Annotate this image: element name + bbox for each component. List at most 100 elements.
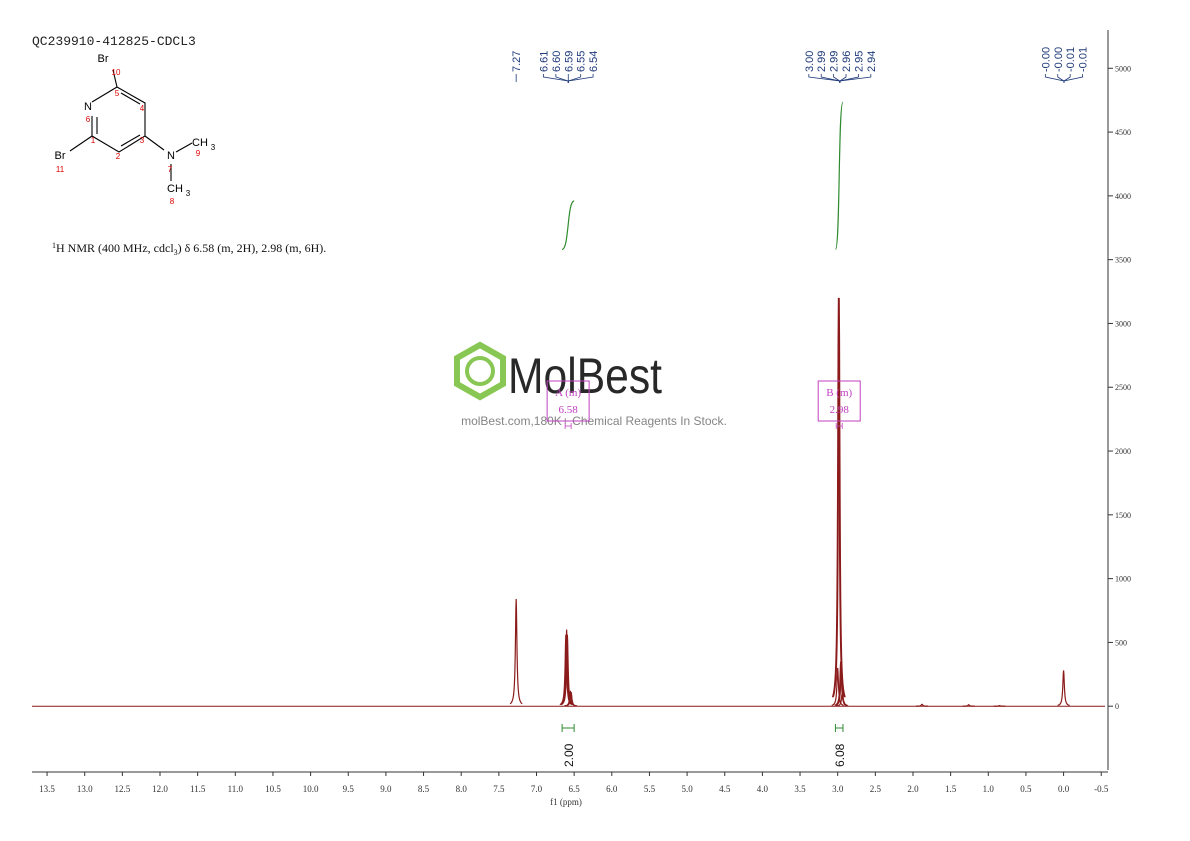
atom-label: 1 [91,136,96,145]
atom-label: Br [98,53,109,65]
x-tick-label: 9.0 [380,784,392,794]
multiplet-shift: 6.58 [558,404,578,416]
watermark: MolBest molBest.com,180K+ Chemical Reage… [454,341,727,428]
multiplet-name: B (m) [826,387,852,399]
peak-label: 6.60 [551,51,563,72]
peak [831,667,844,706]
integral-bracket [834,724,844,732]
peak-label-connector [1044,74,1065,83]
y-tick-label: 3000 [1115,319,1131,328]
peak-label: -0.01 [1065,47,1077,72]
x-tick-label: 11.5 [190,784,206,794]
peak-label-connector [1063,74,1083,83]
multiplet-box [546,380,590,422]
peak-label-connector [808,74,841,83]
x-axis-label: f1 (ppm) [550,797,582,807]
x-tick-label: 3.0 [832,784,844,794]
atom-label: 2 [116,152,121,161]
x-tick-label: 13.5 [39,784,55,794]
watermark-tagline: molBest.com,180K+ Chemical Reagents In S… [461,414,727,428]
x-tick-label: 2.0 [907,784,919,794]
multiplet-box [817,380,861,422]
integral-label: 2.00 [562,743,576,767]
peak-label-connector [567,74,582,83]
peak [962,704,975,707]
peak-label-connector [820,74,841,83]
multiplet-range [835,423,843,429]
x-tick-label: 13.0 [77,784,93,794]
peak [836,693,849,707]
multiplet-shift: 2.98 [830,404,850,416]
atom-label: CH [167,183,183,195]
peak-label: 6.61 [538,51,550,72]
peak-label-connector [839,74,859,83]
x-tick-label: -0.5 [1094,784,1109,794]
peak [832,297,846,698]
x-tick-label: 6.0 [606,784,618,794]
peak-label-connector [833,74,841,83]
x-tick-label: 1.0 [983,784,995,794]
x-tick-label: 8.5 [418,784,430,794]
integral-bracket [561,724,575,732]
atom-label: 10 [112,68,121,77]
peak-label-connector [1057,74,1065,83]
peak-label: 2.99 [829,51,841,72]
peak [565,692,578,707]
x-tick-label: 7.5 [493,784,505,794]
peak-label: 6.54 [588,51,600,72]
peak-label: 2.99 [816,51,828,72]
y-tick-label: 1000 [1115,575,1131,584]
peak [835,667,848,706]
integral-curve [834,101,844,251]
structure-bonds [69,69,193,181]
x-tick-label: 4.5 [719,784,731,794]
peak-label: 2.94 [866,51,878,72]
x-tick-label: 10.0 [303,784,319,794]
x-tick-label: 9.5 [343,784,355,794]
peak [916,703,929,707]
x-tick-label: 12.5 [114,784,130,794]
x-tick-label: 4.0 [757,784,769,794]
atom-label: 7 [168,165,173,174]
atom-label: 8 [170,197,175,206]
peak-label-connector [1063,74,1071,83]
peak-label-connector [555,74,569,83]
multiplet-name: A (m) [555,387,581,399]
peak-label: -0.00 [1040,47,1052,72]
atom-label: CH [192,137,208,149]
atom-label: Br [55,150,66,162]
atom-label: N [84,101,92,113]
x-tick-label: 11.0 [228,784,244,794]
peak-label: -0.01 [1078,47,1090,72]
y-tick-label: 0 [1115,702,1119,711]
peak-label: 2.96 [841,51,853,72]
peak-label: 3.00 [804,51,816,72]
nmr-description: 1H NMR (400 MHz, cdcl3) δ 6.58 (m, 2H), … [52,241,326,257]
atom-label: 5 [115,89,120,98]
y-tick-label: 3500 [1115,256,1131,265]
peak-label: 6.55 [576,51,588,72]
watermark-brand: MolBest [508,348,662,404]
peak-label: 2.95 [853,51,865,72]
peak [993,704,1006,707]
peak [1057,670,1070,706]
peak-label-connector [839,74,847,83]
y-tick-label: 4000 [1115,192,1131,201]
peak [561,634,574,706]
atom-label: 9 [196,149,201,158]
x-tick-label: 8.0 [456,784,468,794]
x-tick-label: 5.5 [644,784,656,794]
x-tick-label: 7.0 [531,784,543,794]
x-tick-label: 5.0 [681,784,693,794]
peak-label: 6.59 [563,51,575,72]
integral-label: 6.08 [833,743,847,767]
peak-label-connector [839,74,872,83]
peak-label: -0.00 [1053,47,1065,72]
atom-label: N [167,150,175,162]
atom-label: 3 [140,136,145,145]
peak-label-connector [567,74,594,83]
y-tick-label: 500 [1115,638,1127,647]
chart-title: QC239910-412825-CDCL3 [32,34,196,49]
y-tick-label: 2000 [1115,447,1131,456]
